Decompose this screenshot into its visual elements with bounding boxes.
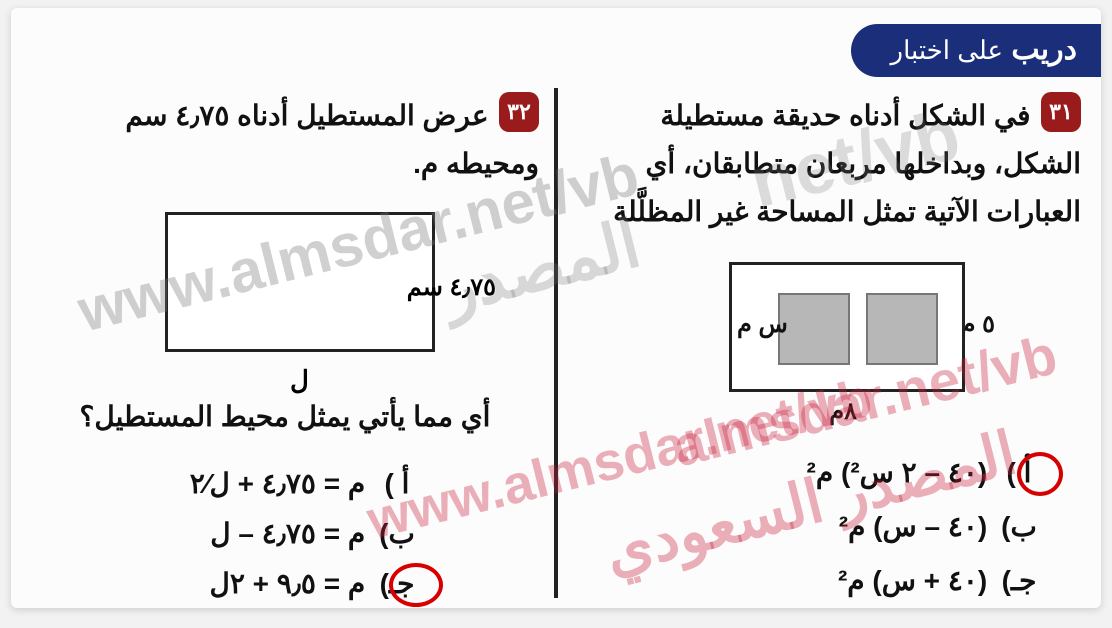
opt-tag: ب) [995, 500, 1043, 554]
q31-text: في الشكل أدناه حديقة مستطيلة الشكل، وبدا… [613, 100, 1081, 227]
opt-tag: أ ) [995, 446, 1043, 500]
opt-tag: أ ) [373, 459, 421, 509]
q32-number: ٣٢ [499, 92, 539, 132]
label-L: ل [290, 365, 309, 396]
q31-options: أ ) (٤٠ – ٢ س²) م² ب) (٤٠ – س) م² جـ) (٤… [567, 446, 1087, 608]
inner-square-2 [778, 293, 850, 365]
q32-option-a[interactable]: أ ) م = ٤٫٧٥ + ل⁄٢ [25, 459, 435, 509]
q31-block: ٣١ في الشكل أدناه حديقة مستطيلة الشكل، و… [567, 88, 1087, 236]
opt-tag: ب) [373, 509, 421, 559]
q31-option-c[interactable]: جـ) (٤٠ + س) م² [567, 554, 1057, 608]
label-5m: ٥ م [961, 310, 995, 339]
plain-rectangle: ٤٫٧٥ سم [165, 212, 435, 352]
q32-figure: ٤٫٧٥ سم ل [95, 206, 475, 386]
opt-tag: جـ) [373, 559, 421, 608]
q32-subquestion: أي مما يأتي يمثل محيط المستطيل؟ [25, 400, 545, 433]
opt-text: م = ٤٫٧٥ + ل⁄٢ [190, 468, 365, 499]
q32-text: عرض المستطيل أدناه ٤٫٧٥ سم ومحيطه م. [125, 100, 539, 179]
q31-number: ٣١ [1041, 92, 1081, 132]
q31-option-b[interactable]: ب) (٤٠ – س) م² [567, 500, 1057, 554]
q31-option-a[interactable]: أ ) (٤٠ – ٢ س²) م² [567, 446, 1057, 500]
inner-square-1 [866, 293, 938, 365]
header-title-a: دريب [1011, 33, 1077, 66]
header-pill: دريب على اختبار [851, 24, 1101, 77]
label-8m: ٨م [829, 397, 857, 426]
opt-text: (٤٠ + س) م² [838, 565, 987, 596]
label-s-m: س م [737, 310, 788, 339]
column-divider [554, 88, 558, 598]
q32-options: أ ) م = ٤٫٧٥ + ل⁄٢ ب) م = ٤٫٧٥ – ل جـ) م… [25, 459, 545, 608]
opt-text: (٤٠ – ٢ س²) م² [807, 457, 988, 488]
opt-text: م = ٩٫٥ + ٢ل [209, 568, 365, 599]
q31-figure: ٥ م س م ٨م [697, 250, 997, 420]
label-width: ٤٫٧٥ سم [407, 273, 496, 302]
q32-option-b[interactable]: ب) م = ٤٫٧٥ – ل [25, 509, 435, 559]
question-32: ٣٢ عرض المستطيل أدناه ٤٫٧٥ سم ومحيطه م. … [25, 88, 545, 608]
q32-block: ٣٢ عرض المستطيل أدناه ٤٫٧٥ سم ومحيطه م. [25, 88, 545, 188]
worksheet-page: دريب على اختبار ٣١ في الشكل أدناه حديقة … [11, 8, 1101, 608]
opt-text: (٤٠ – س) م² [839, 511, 987, 542]
q32-option-c[interactable]: جـ) م = ٩٫٥ + ٢ل [25, 559, 435, 608]
opt-tag: جـ) [995, 554, 1043, 608]
header-title-b: على اختبار [891, 35, 1003, 65]
opt-text: م = ٤٫٧٥ – ل [210, 518, 365, 549]
question-31: ٣١ في الشكل أدناه حديقة مستطيلة الشكل، و… [567, 88, 1087, 608]
